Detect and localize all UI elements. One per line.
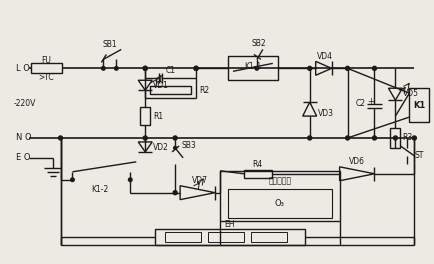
Bar — [391, 128, 401, 148]
Text: VD5: VD5 — [403, 89, 419, 98]
Bar — [165, 233, 201, 242]
Text: VD2: VD2 — [153, 143, 169, 152]
Text: ST: ST — [414, 151, 424, 160]
Text: L O: L O — [16, 64, 30, 73]
Circle shape — [115, 67, 118, 70]
Bar — [140, 107, 150, 125]
Circle shape — [143, 66, 147, 70]
Bar — [228, 56, 278, 80]
Text: >TC: >TC — [39, 73, 54, 82]
Circle shape — [308, 136, 312, 140]
Bar — [409, 88, 429, 122]
Circle shape — [128, 178, 132, 182]
Bar — [31, 63, 62, 73]
Text: SB1: SB1 — [102, 40, 117, 49]
Circle shape — [143, 66, 147, 70]
Text: SB3: SB3 — [182, 142, 197, 150]
Text: K1: K1 — [413, 101, 425, 110]
Circle shape — [173, 136, 177, 140]
Circle shape — [412, 136, 416, 140]
Circle shape — [71, 178, 74, 182]
Text: +: + — [367, 97, 374, 106]
Text: EH: EH — [225, 220, 235, 229]
Circle shape — [345, 66, 349, 70]
Circle shape — [102, 67, 105, 70]
Circle shape — [194, 66, 198, 70]
Circle shape — [59, 136, 62, 140]
Text: C2: C2 — [355, 99, 365, 108]
Bar — [155, 229, 305, 246]
Text: VD6: VD6 — [349, 157, 365, 166]
Text: R2: R2 — [199, 86, 209, 95]
Text: O₃: O₃ — [275, 199, 285, 208]
Text: VD3: VD3 — [318, 109, 334, 117]
Circle shape — [174, 147, 177, 149]
Text: C1: C1 — [166, 66, 176, 75]
Text: 臭氧发生器: 臭氧发生器 — [268, 176, 291, 185]
Text: E O: E O — [16, 153, 30, 162]
Circle shape — [345, 136, 349, 140]
Circle shape — [255, 67, 259, 70]
Circle shape — [308, 66, 312, 70]
Text: K1-1: K1-1 — [244, 62, 262, 71]
Text: FU: FU — [42, 56, 52, 65]
Bar — [228, 189, 332, 218]
Text: R3: R3 — [402, 134, 412, 143]
Text: R4: R4 — [253, 160, 263, 169]
Circle shape — [372, 66, 376, 70]
Circle shape — [194, 66, 198, 70]
Text: VD1: VD1 — [153, 81, 169, 90]
Circle shape — [143, 136, 147, 140]
Text: VD7: VD7 — [191, 176, 207, 185]
Text: VD4: VD4 — [317, 52, 332, 61]
Circle shape — [394, 136, 398, 140]
Text: K1-2: K1-2 — [92, 185, 109, 194]
Circle shape — [372, 136, 376, 140]
Text: -220V: -220V — [13, 99, 36, 108]
Bar — [208, 233, 244, 242]
Bar — [150, 86, 191, 94]
Bar — [251, 233, 287, 242]
Text: N O: N O — [16, 134, 31, 143]
Bar — [220, 171, 340, 220]
Bar — [244, 170, 272, 178]
Text: SB2: SB2 — [252, 39, 266, 48]
Circle shape — [173, 191, 177, 195]
Text: R1: R1 — [153, 112, 163, 121]
